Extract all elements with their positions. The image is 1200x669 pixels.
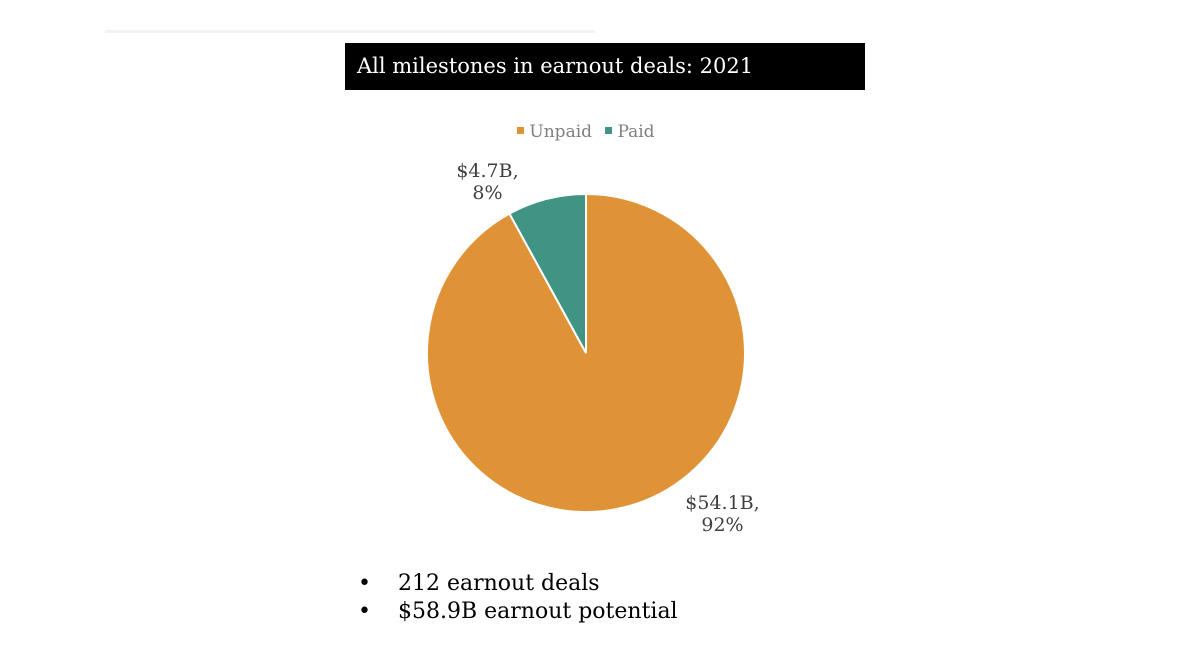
data-label-unpaid: $54.1B, 92% <box>675 492 770 536</box>
legend: Unpaid Paid <box>0 122 1172 142</box>
legend-item-unpaid: Unpaid <box>517 122 592 142</box>
top-divider <box>105 30 595 33</box>
legend-item-paid: Paid <box>605 122 655 142</box>
bullet-item: • 212 earnout deals <box>358 570 678 598</box>
data-label-value: $4.7B, <box>456 160 519 182</box>
chart-title: All milestones in earnout deals: 2021 <box>345 43 865 90</box>
bullet-text: 212 earnout deals <box>398 571 600 596</box>
bullet-item: • $58.9B earnout potential <box>358 598 678 626</box>
legend-swatch-unpaid <box>517 127 525 134</box>
bullet-text: $58.9B earnout potential <box>398 599 678 624</box>
legend-label: Paid <box>617 122 655 142</box>
data-label-value: $54.1B, <box>685 492 760 514</box>
legend-swatch-paid <box>605 127 613 134</box>
bullet-icon: • <box>358 599 371 624</box>
data-label-percent: 8% <box>472 182 503 204</box>
data-label-paid: $4.7B, 8% <box>440 160 535 204</box>
pie-slice-paid <box>508 192 587 354</box>
legend-label: Unpaid <box>529 122 593 142</box>
data-label-percent: 92% <box>701 514 744 536</box>
bullet-list: • 212 earnout deals • $58.9B earnout poten… <box>358 570 678 626</box>
bullet-icon: • <box>358 571 371 596</box>
